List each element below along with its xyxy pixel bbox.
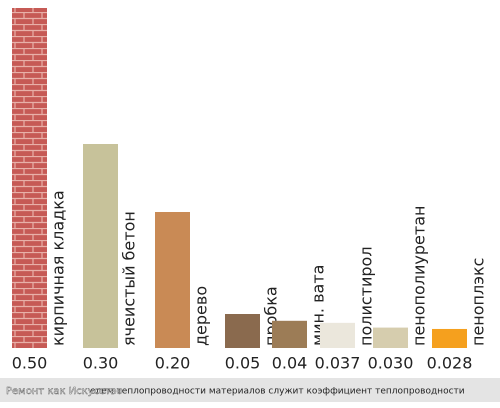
value-label: 0.028	[427, 354, 473, 373]
value-label: 0.037	[315, 354, 361, 373]
bar	[373, 327, 408, 348]
category-label: ячеистый бетон	[120, 211, 139, 346]
category-label: кирпичная кладка	[49, 190, 68, 346]
watermark: Ремонт как Искусство	[6, 386, 123, 397]
value-label: 0.04	[272, 354, 308, 373]
bar	[12, 8, 47, 348]
value-label: 0.05	[225, 354, 261, 373]
value-label: 0.50	[12, 354, 48, 373]
category-label: полистирол	[357, 246, 376, 346]
value-label: 0.30	[83, 354, 119, 373]
caption-bar	[0, 378, 500, 402]
value-label: 0.20	[155, 354, 191, 373]
value-label: 0.030	[368, 354, 414, 373]
caption: елем теплопроводности материалов служит …	[90, 387, 465, 397]
category-label: дерево	[192, 286, 211, 346]
bar	[155, 212, 190, 348]
bar	[225, 314, 260, 348]
bar	[320, 322, 355, 348]
category-label: пенополиуретан	[410, 206, 429, 346]
bar	[432, 328, 467, 348]
bar	[83, 144, 118, 348]
category-label: пеноплэкс	[469, 258, 488, 346]
bar	[272, 320, 307, 348]
